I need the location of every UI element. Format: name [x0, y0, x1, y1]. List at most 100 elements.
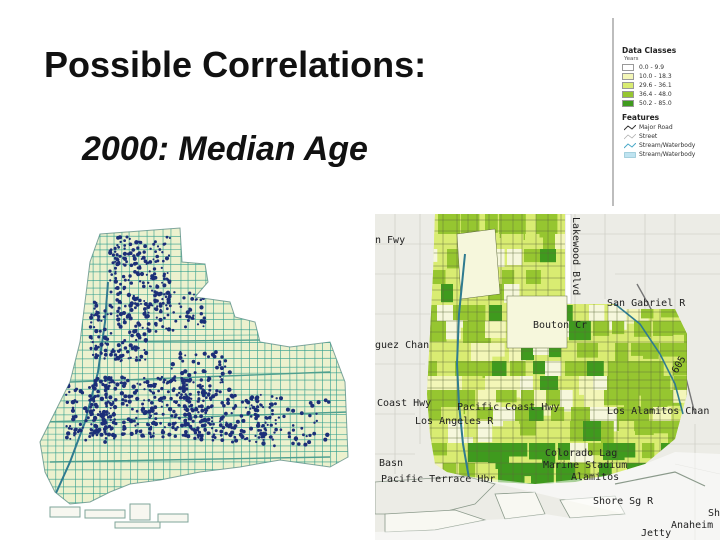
- population-point: [308, 401, 313, 405]
- population-point: [161, 412, 165, 416]
- population-point: [202, 351, 207, 356]
- population-point: [105, 404, 108, 408]
- population-point: [148, 409, 152, 413]
- population-point: [147, 281, 150, 284]
- population-point: [157, 389, 160, 393]
- census-tract: [536, 421, 555, 446]
- population-point: [165, 307, 169, 311]
- population-point: [148, 431, 152, 435]
- population-point: [109, 279, 112, 282]
- population-point: [254, 408, 258, 412]
- population-point: [259, 393, 262, 396]
- population-point: [144, 314, 149, 319]
- label-dominguez-chan: guez Chan: [375, 340, 429, 351]
- population-point: [158, 377, 162, 381]
- population-point: [224, 431, 228, 436]
- population-point: [149, 383, 153, 388]
- population-point: [218, 390, 222, 394]
- census-tract: [468, 443, 493, 463]
- population-point: [156, 245, 160, 248]
- population-point: [122, 401, 125, 404]
- population-point: [199, 312, 203, 316]
- population-point: [88, 398, 92, 402]
- population-point: [123, 239, 126, 242]
- population-point: [154, 412, 158, 415]
- population-point: [117, 301, 121, 304]
- population-point: [134, 240, 139, 245]
- population-point: [165, 327, 168, 330]
- census-tract: [448, 343, 475, 366]
- background-streets: [375, 214, 720, 540]
- population-point: [142, 284, 146, 289]
- population-point: [264, 428, 268, 432]
- census-tract: [651, 361, 664, 381]
- population-point: [73, 388, 77, 393]
- population-point: [149, 406, 155, 411]
- population-point: [168, 237, 171, 239]
- census-tract: [455, 361, 483, 377]
- population-point: [254, 416, 258, 421]
- population-point: [221, 380, 224, 384]
- population-point: [155, 284, 160, 289]
- population-point: [129, 263, 134, 268]
- population-point: [162, 283, 167, 288]
- population-point: [90, 412, 94, 416]
- population-point: [143, 410, 148, 415]
- population-point: [184, 430, 188, 434]
- population-point: [131, 248, 136, 252]
- population-point: [152, 258, 155, 261]
- population-point: [119, 391, 125, 396]
- harbor-land: [375, 475, 626, 533]
- population-point: [279, 428, 283, 431]
- population-point: [273, 444, 276, 448]
- population-point: [193, 371, 197, 375]
- population-point: [108, 269, 112, 273]
- population-point: [170, 414, 174, 418]
- population-point: [71, 417, 76, 422]
- census-tract: [501, 234, 524, 249]
- population-point: [148, 426, 153, 431]
- population-point: [90, 313, 93, 317]
- population-point: [161, 281, 164, 284]
- population-point: [297, 442, 301, 446]
- population-point: [96, 318, 101, 322]
- population-point: [65, 435, 69, 440]
- census-tract: [608, 361, 629, 377]
- population-point: [110, 376, 113, 379]
- population-point: [182, 296, 186, 300]
- population-point: [197, 397, 201, 401]
- population-point: [198, 383, 202, 387]
- population-point: [219, 366, 224, 371]
- population-point: [207, 355, 210, 359]
- population-point: [110, 273, 113, 276]
- pale-tract-central: [506, 295, 568, 349]
- population-point: [158, 317, 163, 322]
- label-alamitos: Alamitos: [571, 472, 619, 483]
- population-point: [169, 396, 173, 401]
- census-tract: [575, 463, 591, 479]
- population-point: [300, 426, 304, 430]
- population-point: [197, 411, 200, 414]
- census-tract: [507, 249, 522, 265]
- population-point: [251, 405, 256, 410]
- legend-class-label: 36.4 - 48.0: [639, 91, 672, 98]
- population-point: [146, 322, 151, 326]
- population-point: [153, 298, 157, 303]
- population-point: [99, 342, 104, 347]
- population-point: [168, 281, 171, 285]
- legend-features-heading: Features: [622, 113, 660, 122]
- population-point: [210, 352, 215, 357]
- population-point: [215, 365, 219, 370]
- population-point: [263, 432, 268, 436]
- census-tract: [680, 343, 687, 369]
- population-point: [241, 429, 246, 434]
- population-point: [262, 406, 265, 409]
- population-point: [73, 414, 78, 419]
- population-point: [267, 416, 272, 420]
- population-point: [153, 307, 157, 311]
- label-colorado-lag: Colorado Lag: [545, 448, 617, 459]
- population-point: [141, 255, 146, 260]
- legend-feature-label: Major Road: [639, 124, 673, 131]
- legend-class-row: 36.4 - 48.0: [622, 90, 716, 99]
- population-point: [129, 308, 134, 312]
